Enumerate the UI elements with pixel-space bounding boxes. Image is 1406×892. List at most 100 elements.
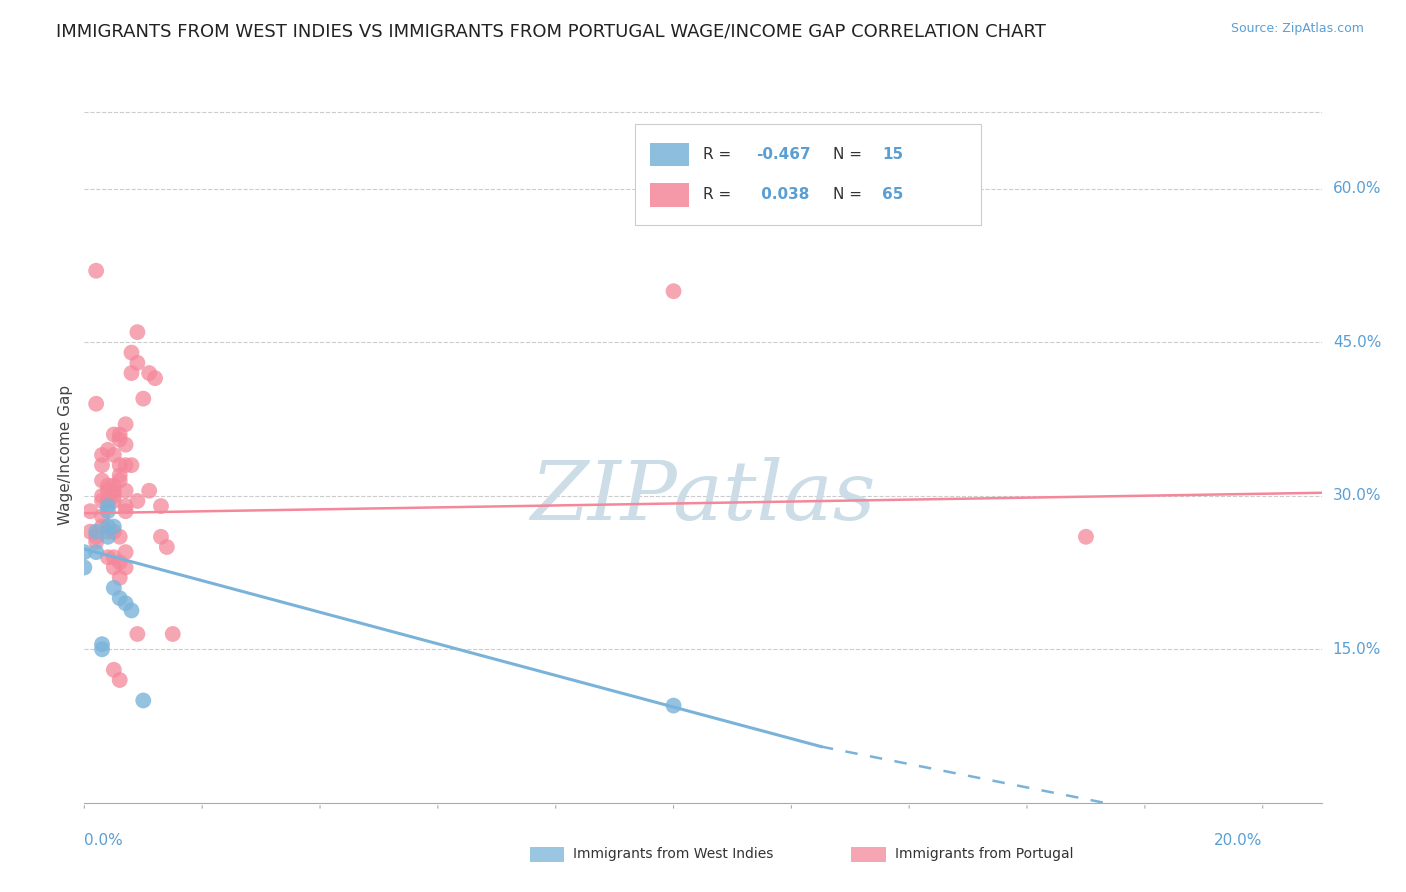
Point: [97, 478, 120, 492]
Point: [127, 325, 149, 339]
Y-axis label: Wage/Income Gap: Wage/Income Gap: [58, 384, 73, 525]
Point: [121, 366, 143, 380]
Point: [108, 571, 131, 585]
Text: 30.0%: 30.0%: [1333, 488, 1381, 503]
Text: R =: R =: [703, 147, 737, 161]
Point: [662, 284, 685, 298]
Point: [108, 458, 131, 472]
Point: [156, 540, 179, 554]
Point: [662, 698, 685, 713]
Point: [127, 627, 149, 641]
Point: [97, 550, 120, 565]
Point: [84, 397, 107, 411]
Point: [162, 627, 184, 641]
Text: N =: N =: [832, 147, 866, 161]
Point: [103, 560, 125, 574]
Point: [108, 433, 131, 447]
Point: [114, 560, 136, 574]
Bar: [650, 183, 689, 207]
Point: [114, 499, 136, 513]
Point: [103, 483, 125, 498]
FancyBboxPatch shape: [636, 124, 981, 226]
Point: [84, 530, 107, 544]
Point: [103, 494, 125, 508]
Point: [103, 524, 125, 539]
Point: [114, 483, 136, 498]
Point: [132, 392, 155, 406]
Point: [114, 596, 136, 610]
Text: 65: 65: [883, 187, 904, 202]
Point: [91, 509, 114, 524]
Point: [143, 371, 166, 385]
Point: [108, 474, 131, 488]
Point: [121, 603, 143, 617]
Point: [121, 458, 143, 472]
Point: [114, 417, 136, 432]
Point: [103, 550, 125, 565]
Text: -0.467: -0.467: [756, 147, 811, 161]
Point: [84, 535, 107, 549]
Bar: [650, 143, 689, 166]
Point: [97, 442, 120, 457]
Text: 15: 15: [883, 147, 904, 161]
Point: [1074, 530, 1097, 544]
Point: [73, 560, 96, 574]
Point: [103, 489, 125, 503]
Point: [138, 483, 160, 498]
Point: [121, 345, 143, 359]
Point: [84, 545, 107, 559]
Point: [108, 530, 131, 544]
Point: [108, 673, 131, 687]
Text: 15.0%: 15.0%: [1333, 642, 1381, 657]
Point: [149, 499, 172, 513]
Point: [103, 427, 125, 442]
Point: [114, 438, 136, 452]
Point: [114, 545, 136, 559]
Point: [108, 468, 131, 483]
Point: [108, 427, 131, 442]
Point: [79, 524, 101, 539]
Point: [103, 663, 125, 677]
Point: [97, 504, 120, 518]
Point: [127, 494, 149, 508]
Point: [91, 458, 114, 472]
Text: 0.0%: 0.0%: [84, 833, 124, 848]
Point: [103, 519, 125, 533]
Text: Immigrants from Portugal: Immigrants from Portugal: [894, 847, 1073, 862]
Point: [149, 530, 172, 544]
Point: [84, 524, 107, 539]
Point: [91, 489, 114, 503]
Point: [97, 530, 120, 544]
Point: [91, 474, 114, 488]
Text: 45.0%: 45.0%: [1333, 334, 1381, 350]
Point: [127, 356, 149, 370]
Point: [108, 591, 131, 606]
Text: 60.0%: 60.0%: [1333, 181, 1381, 196]
Point: [108, 555, 131, 569]
Bar: [530, 847, 564, 862]
Point: [97, 524, 120, 539]
Point: [103, 581, 125, 595]
Text: IMMIGRANTS FROM WEST INDIES VS IMMIGRANTS FROM PORTUGAL WAGE/INCOME GAP CORRELAT: IMMIGRANTS FROM WEST INDIES VS IMMIGRANT…: [56, 22, 1046, 40]
Point: [97, 494, 120, 508]
Text: N =: N =: [832, 187, 866, 202]
Point: [91, 519, 114, 533]
Point: [91, 637, 114, 651]
Point: [97, 483, 120, 498]
Point: [103, 478, 125, 492]
Point: [132, 693, 155, 707]
Point: [73, 545, 96, 559]
Text: 0.038: 0.038: [756, 187, 810, 202]
Point: [91, 642, 114, 657]
Point: [91, 494, 114, 508]
Text: R =: R =: [703, 187, 737, 202]
Point: [97, 519, 120, 533]
Point: [103, 448, 125, 462]
Point: [114, 504, 136, 518]
Text: Immigrants from West Indies: Immigrants from West Indies: [574, 847, 773, 862]
Point: [79, 504, 101, 518]
Point: [138, 366, 160, 380]
Point: [97, 499, 120, 513]
Point: [114, 458, 136, 472]
Text: Source: ZipAtlas.com: Source: ZipAtlas.com: [1230, 22, 1364, 36]
